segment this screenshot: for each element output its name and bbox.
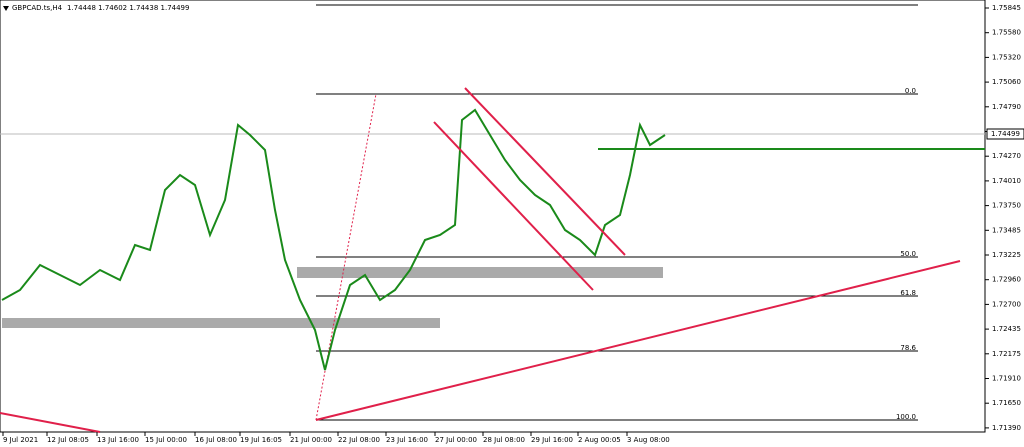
price-label: 1.71910 [992,375,1021,383]
fib-label: 50.0 [900,250,916,258]
price-tag-label: 1.74499 [991,130,1020,138]
price-label: 1.74270 [992,152,1021,160]
time-label: 12 Jul 08:05 [47,436,89,444]
price-label: 1.72435 [992,325,1021,333]
price-label: 1.75320 [992,53,1021,61]
symbol: GBPCAD.ts,H4 [12,4,63,12]
price-tag [986,128,1024,140]
price-label: 1.72960 [992,276,1021,284]
support-zone [297,267,663,278]
fib-label: 100.0 [896,413,916,421]
fib-label: 78.6 [900,344,916,352]
price-label: 1.75845 [992,4,1021,12]
time-label: 23 Jul 16:00 [386,436,428,444]
time-label: 2 Aug 00:05 [578,436,621,444]
time-label: 22 Jul 08:00 [338,436,380,444]
price-label: 1.71650 [992,399,1021,407]
plot-frame [0,0,986,433]
price-label: 1.72175 [992,350,1021,358]
symbol-icon [3,6,9,11]
price-label: 1.73485 [992,226,1021,234]
time-label: 28 Jul 08:00 [483,436,525,444]
price-label: 1.72700 [992,300,1021,308]
trendlines [0,87,961,433]
time-label: 29 Jul 16:00 [531,436,573,444]
time-label: 16 Jul 08:00 [195,436,237,444]
time-label: 13 Jul 16:00 [97,436,139,444]
price-label: 1.71390 [992,424,1021,432]
time-label: 15 Jul 00:00 [145,436,187,444]
ohlc: 1.74448 1.74602 1.74438 1.74499 [67,4,189,12]
fib-label: 61.8 [900,289,916,297]
time-label: 3 Aug 08:00 [627,436,670,444]
support-zone [2,318,440,328]
price-label: 1.74010 [992,177,1021,185]
time-label: 21 Jul 00:00 [290,436,332,444]
time-label: 9 Jul 2021 [3,436,38,444]
price-path [1,108,666,371]
price-label: 1.73225 [992,251,1021,259]
price-label: 1.75060 [992,78,1021,86]
time-label: 19 Jul 16:05 [240,436,282,444]
price-label: 1.74790 [992,103,1021,111]
price-label: 1.73750 [992,202,1021,210]
time-label: 27 Jul 00:00 [435,436,477,444]
price-label: 1.75580 [992,29,1021,37]
fib-trend [315,93,377,421]
fib-label: 0.0 [905,87,916,95]
